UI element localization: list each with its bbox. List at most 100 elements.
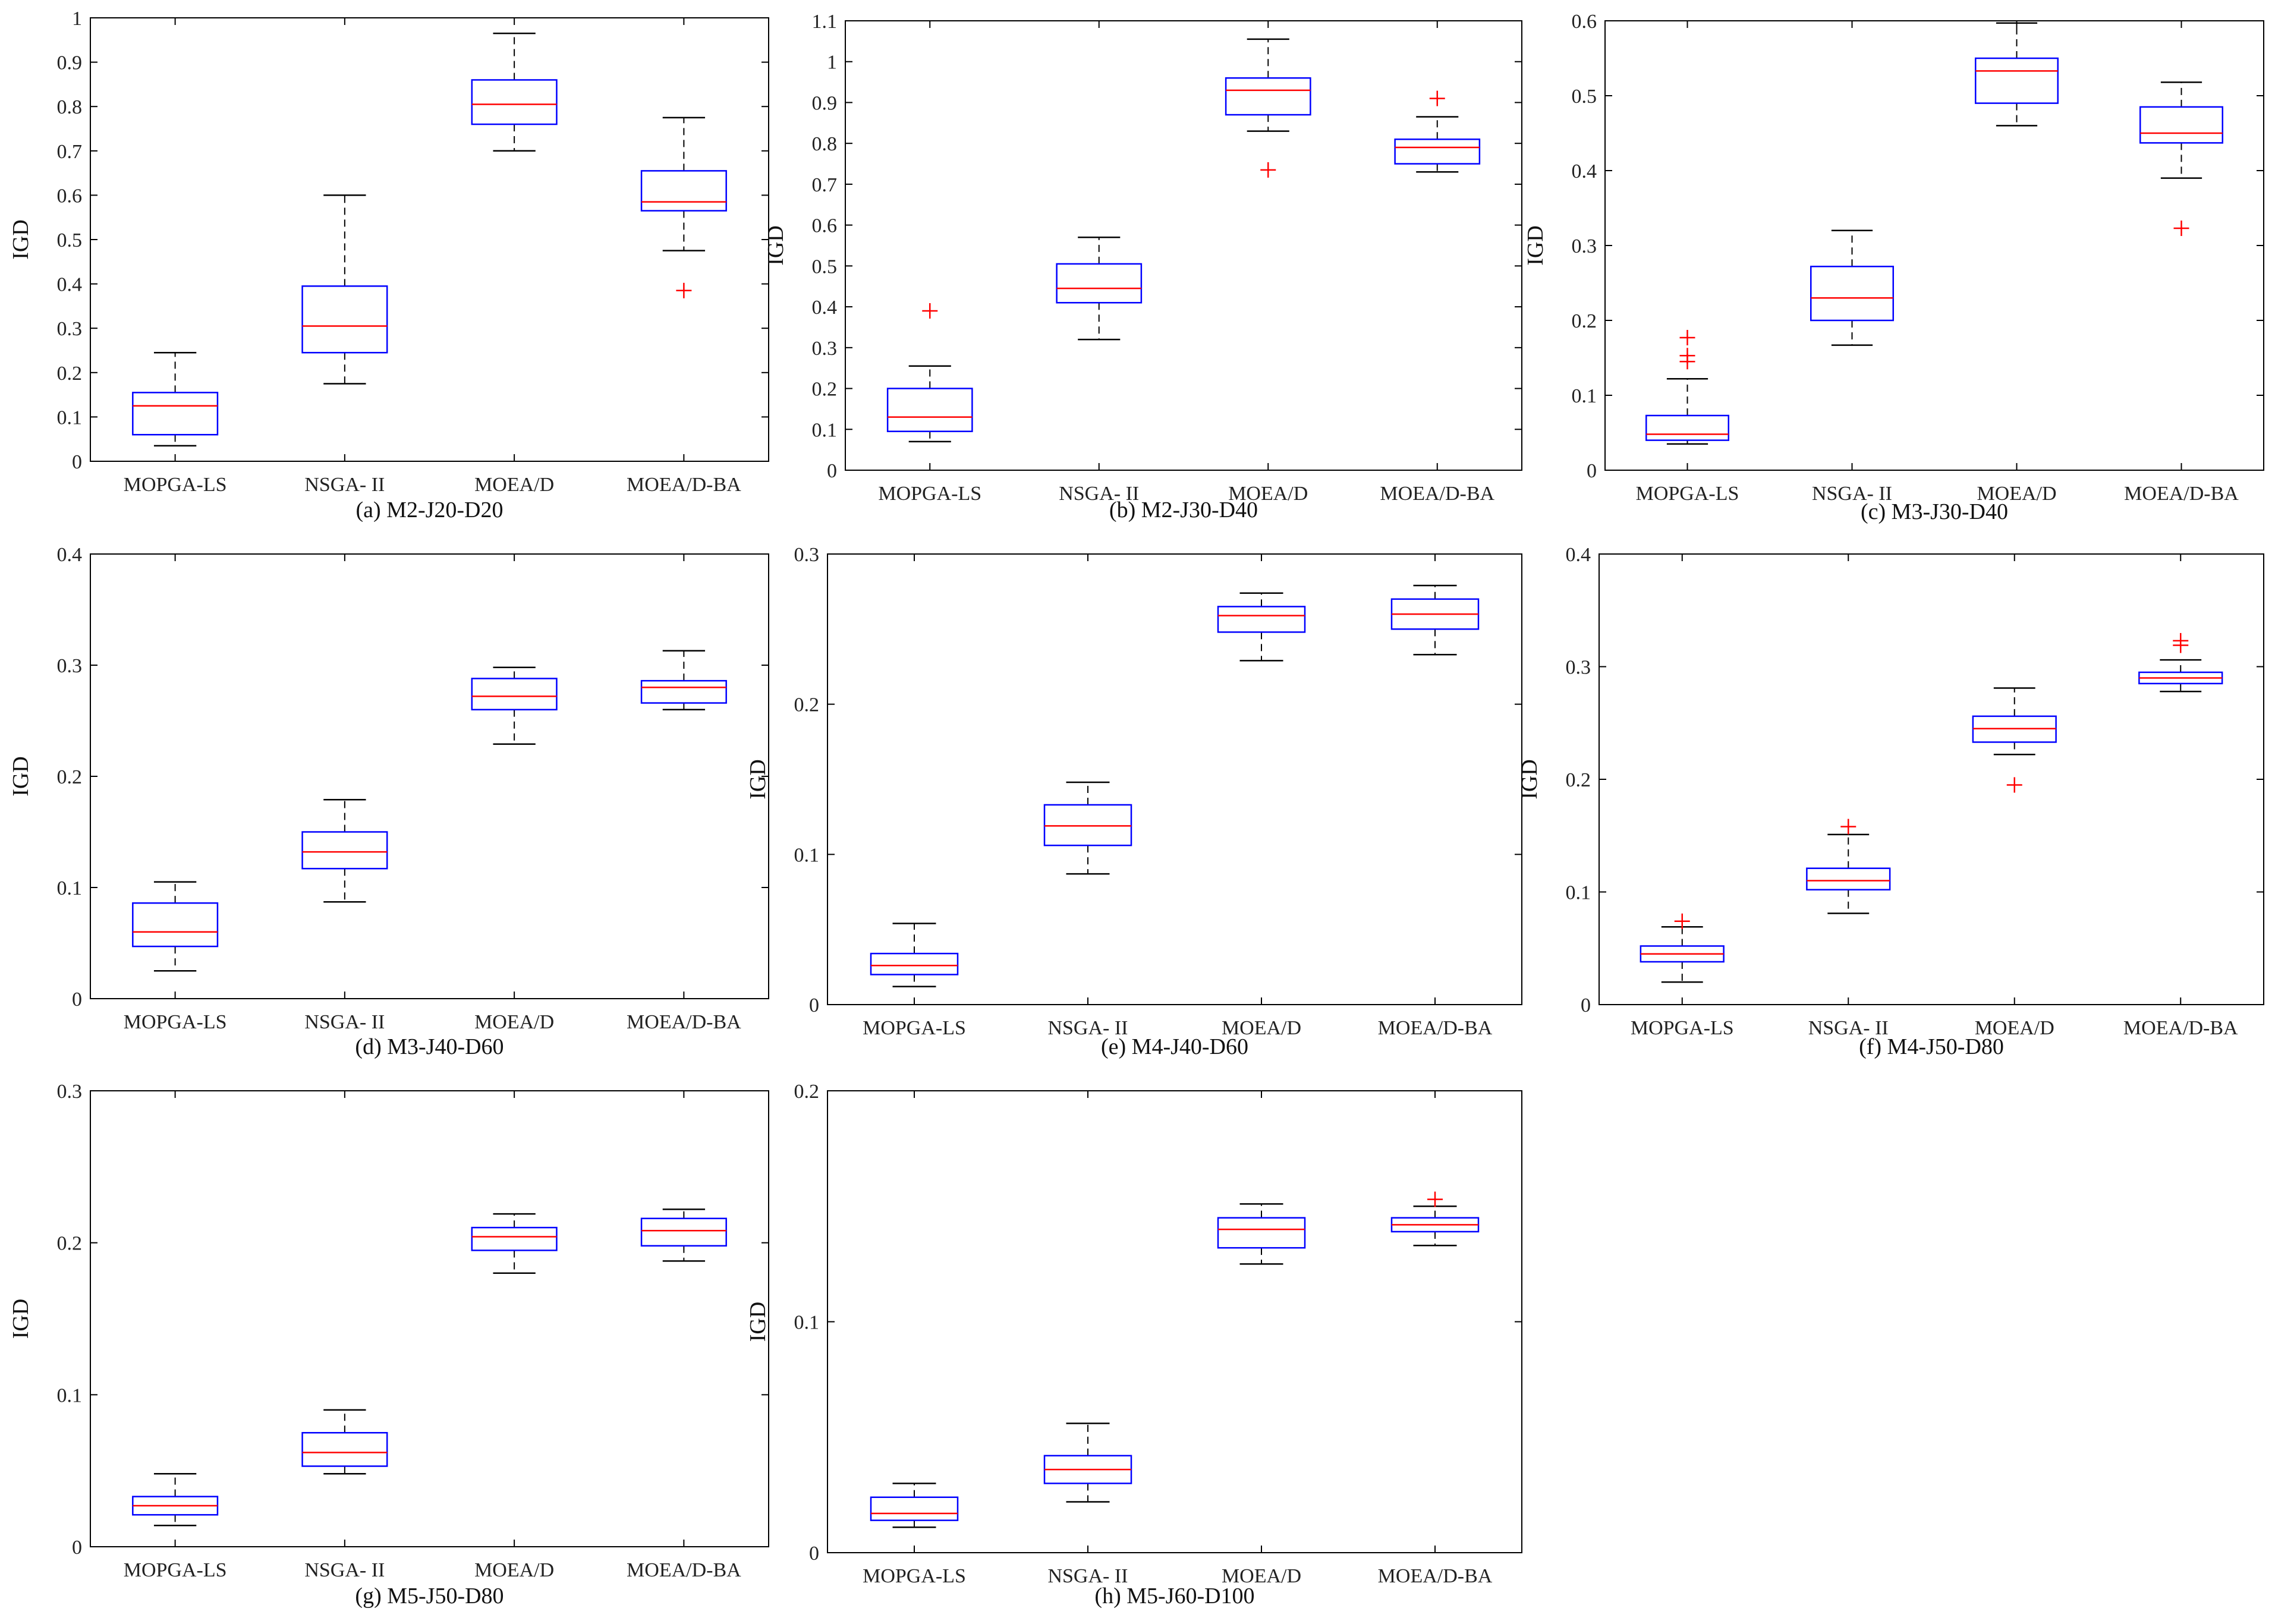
y-tick-label: 0.2 bbox=[57, 766, 83, 788]
box-moea-d bbox=[1972, 687, 2057, 793]
box-moea-d-ba bbox=[640, 1208, 727, 1262]
y-tick-label: 0.6 bbox=[57, 185, 83, 207]
x-category-label: MOEA/D-BA bbox=[627, 1559, 741, 1581]
y-tick-label: 0.2 bbox=[57, 1233, 83, 1255]
y-tick-label: 0.1 bbox=[1572, 385, 1597, 407]
chart-caption: (g) M5-J50-D80 bbox=[355, 1584, 504, 1609]
box-mopga-ls bbox=[886, 303, 973, 443]
y-tick-label: 0.2 bbox=[1572, 310, 1597, 332]
x-category-label: MOPGA-LS bbox=[1636, 483, 1739, 505]
y-tick-label: 0.3 bbox=[812, 338, 838, 360]
x-category-label: MOEA/D bbox=[1228, 483, 1308, 505]
x-category-label: MOEA/D-BA bbox=[2124, 483, 2239, 505]
x-category-label: NSGA- II bbox=[1812, 483, 1892, 505]
box-moea-d bbox=[1217, 592, 1306, 662]
box-moea-d bbox=[471, 32, 558, 152]
y-tick-label: 1 bbox=[827, 52, 837, 74]
chart-panel-6: 0 0.1 0.2 0.3 MOPGA-LS NSGA- II MOEA/D MOEA/D-B… bbox=[8, 1081, 769, 1609]
iqr-box bbox=[2139, 106, 2223, 144]
y-tick-label: 0.1 bbox=[57, 877, 83, 899]
y-tick-label: 0.1 bbox=[794, 1312, 820, 1334]
box-mopga-ls bbox=[1640, 913, 1725, 983]
iqr-box bbox=[471, 1226, 558, 1251]
y-tick-label: 0.4 bbox=[57, 274, 83, 296]
iqr-box bbox=[301, 285, 388, 354]
x-category-label: MOEA/D-BA bbox=[1380, 483, 1494, 505]
y-tick-label: 0.2 bbox=[812, 379, 838, 401]
x-category-label: MOEA/D bbox=[1222, 1565, 1301, 1587]
y-axis-label: IGD bbox=[763, 225, 788, 266]
y-tick-label: 0.6 bbox=[812, 215, 838, 237]
y-tick-label: 1 bbox=[72, 8, 82, 30]
y-axis-label: IGD bbox=[8, 756, 33, 797]
box-mopga-ls bbox=[132, 351, 219, 447]
y-axis-label: IGD bbox=[745, 1302, 770, 1342]
y-tick-label: 0.9 bbox=[812, 92, 838, 114]
chart-caption: (h) M5-J60-D100 bbox=[1094, 1584, 1254, 1609]
y-tick-label: 0.4 bbox=[1572, 160, 1597, 182]
box-nsga-ii bbox=[301, 799, 388, 903]
chart-panel-3: 0 0.1 0.2 0.3 0.4 MOPGA-LS NSGA- II MOEA/D MOEA/… bbox=[8, 544, 769, 1059]
outlier-marker bbox=[1674, 913, 1690, 929]
y-tick-label: 0.5 bbox=[1572, 86, 1597, 108]
box-nsga-ii bbox=[1043, 781, 1132, 875]
y-tick-label: 0.8 bbox=[812, 133, 838, 155]
box-mopga-ls bbox=[1645, 329, 1729, 445]
box-nsga-ii bbox=[1810, 229, 1894, 346]
iqr-box bbox=[471, 678, 558, 711]
y-tick-label: 0.3 bbox=[1572, 235, 1597, 257]
iqr-box bbox=[870, 1496, 959, 1521]
y-tick-label: 0.2 bbox=[57, 363, 83, 385]
axes-frame bbox=[827, 553, 1522, 1005]
x-category-label: MOPGA-LS bbox=[124, 1559, 227, 1581]
box-nsga-ii bbox=[301, 1409, 388, 1475]
iqr-box bbox=[1645, 414, 1729, 441]
y-tick-label: 0 bbox=[1587, 460, 1597, 482]
iqr-box bbox=[471, 79, 558, 125]
x-category-label: MOPGA-LS bbox=[863, 1565, 966, 1587]
y-tick-label: 0 bbox=[809, 1543, 819, 1565]
x-category-label: MOEA/D-BA bbox=[2123, 1017, 2238, 1039]
iqr-box bbox=[640, 1217, 727, 1247]
outlier-marker bbox=[676, 282, 692, 298]
chart-panel-4: 0 0.1 0.2 0.3 MOPGA-LS NSGA- II MOEA/D MOEA/D-B… bbox=[745, 544, 1522, 1059]
y-tick-label: 0.2 bbox=[1566, 769, 1591, 791]
y-tick-label: 0.4 bbox=[812, 297, 838, 319]
y-tick-label: 0 bbox=[72, 451, 82, 473]
x-category-label: MOPGA-LS bbox=[863, 1017, 966, 1039]
iqr-box bbox=[1810, 266, 1894, 322]
x-category-label: MOPGA-LS bbox=[124, 1011, 227, 1033]
x-category-label: MOPGA-LS bbox=[1631, 1017, 1734, 1039]
axes-frame bbox=[90, 17, 769, 462]
iqr-box bbox=[1056, 263, 1143, 304]
y-axis-label: IGD bbox=[1517, 759, 1542, 800]
iqr-box bbox=[132, 392, 219, 436]
y-tick-label: 0.3 bbox=[794, 544, 820, 566]
y-tick-label: 0.4 bbox=[1566, 544, 1591, 566]
chart-caption: (c) M3-J30-D40 bbox=[1861, 499, 2008, 524]
y-tick-label: 0.7 bbox=[812, 174, 838, 196]
x-category-label: NSGA- II bbox=[304, 474, 385, 496]
iqr-box bbox=[640, 170, 727, 212]
y-axis-label: IGD bbox=[8, 1299, 33, 1339]
x-category-label: MOEA/D bbox=[474, 1559, 554, 1581]
y-tick-label: 0.1 bbox=[1566, 882, 1591, 904]
y-axis-label: IGD bbox=[1523, 225, 1548, 266]
box-moea-d-ba bbox=[2138, 632, 2223, 693]
y-tick-label: 0.2 bbox=[794, 694, 820, 716]
y-tick-label: 0 bbox=[1581, 994, 1591, 1016]
outlier-marker bbox=[1429, 90, 1445, 106]
box-moea-d bbox=[471, 1213, 558, 1274]
y-tick-label: 0.3 bbox=[57, 1081, 83, 1103]
iqr-box bbox=[301, 831, 388, 870]
chart-panel-5: 0 0.1 0.2 0.3 0.4 MOPGA-LS NSGA- II MOEA/D MOEA/… bbox=[1517, 544, 2264, 1059]
box-moea-d-ba bbox=[1390, 584, 1480, 656]
y-tick-label: 0.9 bbox=[57, 52, 83, 74]
box-moea-d-ba bbox=[1390, 1191, 1480, 1247]
outlier-marker bbox=[1260, 162, 1276, 178]
x-category-label: NSGA- II bbox=[304, 1011, 385, 1033]
iqr-box bbox=[1394, 139, 1481, 165]
box-mopga-ls bbox=[870, 923, 959, 987]
y-axis-label: IGD bbox=[745, 759, 770, 800]
